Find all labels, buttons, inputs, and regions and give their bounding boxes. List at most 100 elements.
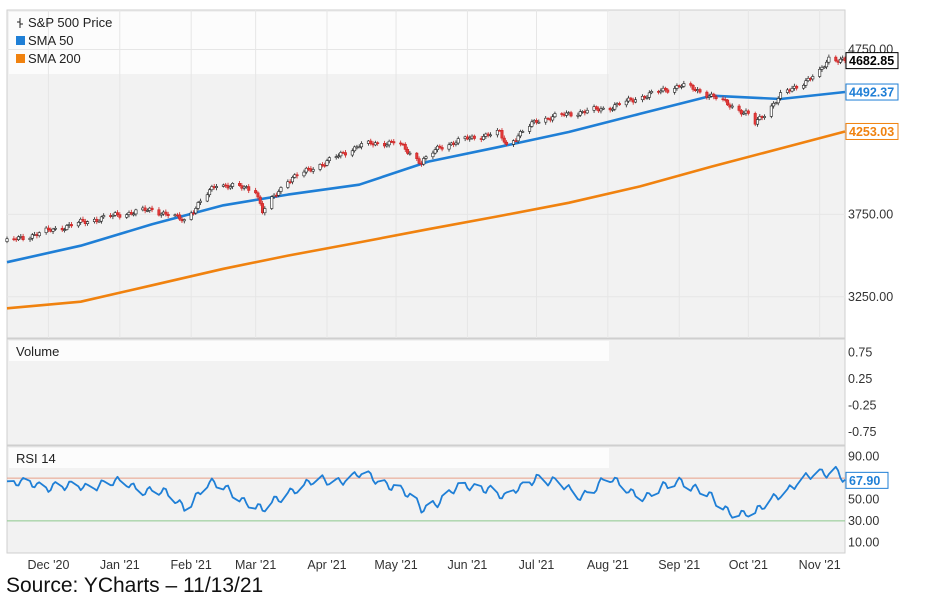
legend-label: SMA 50 bbox=[28, 33, 74, 48]
candlestick-icon bbox=[17, 18, 23, 28]
candle bbox=[46, 225, 50, 233]
price-grid bbox=[7, 10, 845, 338]
x-tick-label: Mar '21 bbox=[235, 558, 276, 572]
candle bbox=[650, 89, 654, 95]
candle bbox=[116, 210, 120, 217]
candle bbox=[535, 118, 539, 125]
candle bbox=[311, 167, 315, 174]
candle bbox=[495, 128, 499, 138]
svg-text:4682.85: 4682.85 bbox=[849, 54, 894, 68]
candle bbox=[198, 198, 202, 206]
candle bbox=[521, 129, 525, 134]
candle bbox=[585, 107, 589, 115]
candle bbox=[682, 80, 686, 88]
candle bbox=[514, 138, 518, 143]
candle bbox=[553, 111, 557, 119]
candle bbox=[698, 87, 702, 94]
candle bbox=[118, 212, 122, 220]
candle bbox=[408, 150, 412, 156]
candle bbox=[530, 119, 534, 128]
candle bbox=[820, 65, 824, 72]
candle bbox=[739, 109, 743, 117]
candle bbox=[454, 140, 458, 147]
candle bbox=[69, 221, 73, 228]
candle bbox=[827, 54, 831, 65]
candle bbox=[406, 146, 410, 155]
candle bbox=[431, 150, 435, 160]
candle bbox=[44, 226, 48, 235]
candle bbox=[762, 114, 766, 120]
candle bbox=[320, 162, 324, 168]
candle bbox=[802, 83, 806, 90]
candle bbox=[17, 235, 21, 242]
candle bbox=[337, 153, 341, 159]
candle bbox=[134, 208, 138, 217]
x-tick-label: Nov '21 bbox=[799, 558, 841, 572]
rsi-y-axis: 90.00 50.00 30.00 10.00 bbox=[848, 450, 879, 550]
rsi-title-box bbox=[9, 448, 609, 468]
candle bbox=[617, 101, 621, 106]
candle bbox=[302, 169, 306, 178]
candle bbox=[270, 195, 274, 210]
rsi-y-tick: 30.00 bbox=[848, 514, 879, 528]
candle bbox=[263, 206, 267, 216]
rsi-last-box bbox=[845, 471, 889, 489]
x-tick-label: Oct '21 bbox=[729, 558, 768, 572]
candle bbox=[277, 189, 281, 197]
rsi-line bbox=[6, 465, 846, 519]
x-tick-label: Jul '21 bbox=[519, 558, 555, 572]
volume-title: Volume bbox=[16, 344, 59, 359]
candle bbox=[488, 132, 492, 138]
candle bbox=[569, 110, 573, 118]
candle bbox=[28, 236, 32, 242]
candle bbox=[318, 163, 322, 172]
candle bbox=[599, 106, 603, 114]
volume-y-tick: 0.25 bbox=[848, 372, 872, 386]
candle bbox=[440, 144, 444, 152]
candle bbox=[705, 90, 709, 100]
candle bbox=[339, 150, 343, 159]
candle bbox=[438, 144, 442, 150]
sma-200-layer bbox=[6, 130, 846, 310]
x-tick-label: Feb '21 bbox=[171, 558, 212, 572]
candle bbox=[482, 133, 486, 141]
legend-label: S&P 500 Price bbox=[28, 15, 112, 30]
x-tick-label: Aug '21 bbox=[587, 558, 629, 572]
candle bbox=[182, 218, 186, 224]
candle bbox=[811, 74, 815, 82]
candle bbox=[633, 97, 637, 104]
candle bbox=[822, 65, 826, 69]
rsi-y-tick: 90.00 bbox=[848, 450, 879, 464]
legend: S&P 500 Price SMA 50 SMA 200 bbox=[16, 15, 112, 66]
last-value-label: 4682.85 bbox=[845, 52, 899, 70]
candle bbox=[456, 136, 460, 146]
legend-entry: SMA 200 bbox=[16, 51, 81, 66]
candle bbox=[578, 109, 582, 117]
candle bbox=[707, 93, 711, 100]
x-tick-label: Jun '21 bbox=[447, 558, 487, 572]
candle bbox=[323, 162, 327, 168]
candle bbox=[65, 224, 69, 231]
legend-swatch-icon bbox=[16, 36, 25, 45]
candle bbox=[403, 142, 407, 152]
candle bbox=[675, 83, 679, 91]
candle bbox=[189, 210, 193, 221]
candle bbox=[327, 156, 331, 164]
last-value-label: 4253.03 bbox=[845, 122, 899, 140]
candle bbox=[194, 206, 198, 215]
rsi-y-tick: 10.00 bbox=[848, 535, 879, 549]
candle bbox=[756, 116, 760, 127]
candle bbox=[551, 114, 555, 123]
last-value-label: 4492.37 bbox=[845, 83, 899, 101]
candle bbox=[215, 184, 219, 191]
candle bbox=[210, 184, 214, 192]
candle bbox=[97, 219, 101, 223]
candle bbox=[157, 207, 161, 217]
candlestick-layer bbox=[5, 54, 847, 244]
candle bbox=[518, 129, 522, 139]
candle bbox=[208, 188, 212, 198]
legend-entry: S&P 500 Price bbox=[17, 15, 112, 30]
candle bbox=[392, 138, 396, 146]
